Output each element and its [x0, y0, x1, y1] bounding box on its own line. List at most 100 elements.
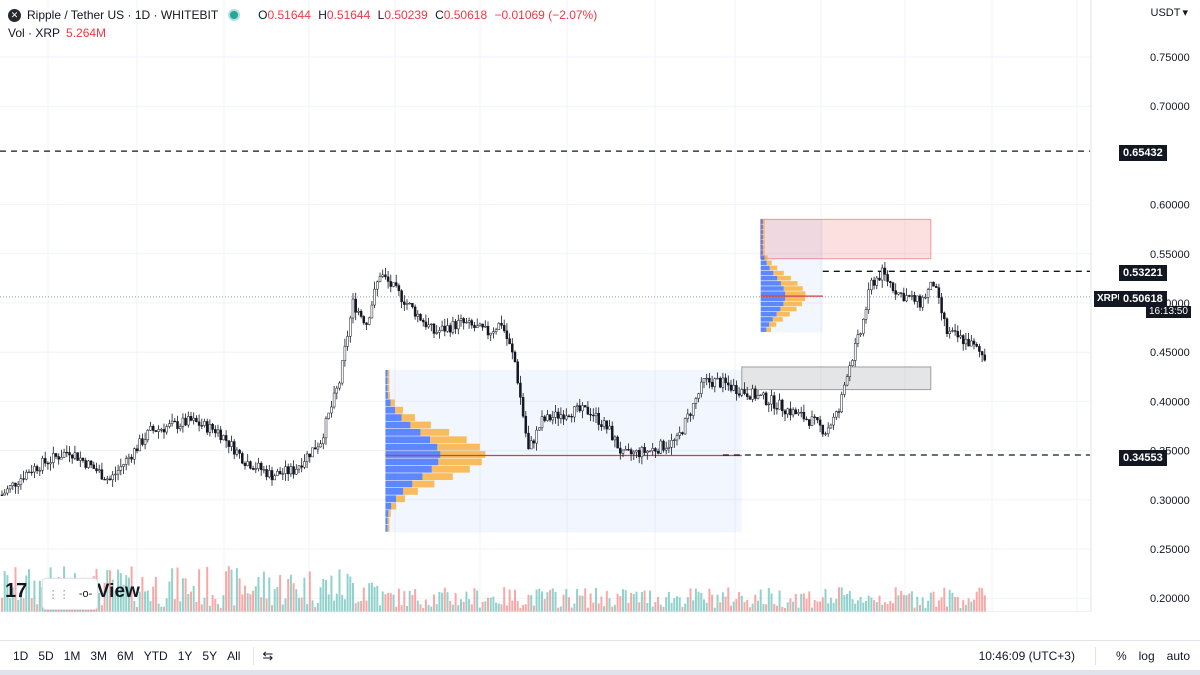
candle-body — [462, 318, 465, 324]
candle-body — [214, 429, 217, 434]
candle-body — [867, 289, 870, 311]
volume-bar — [883, 602, 886, 612]
candle-body — [548, 414, 552, 421]
candle-body — [432, 323, 436, 334]
candle-body — [351, 298, 355, 319]
candle-body — [133, 448, 136, 460]
volume-bar — [905, 595, 908, 612]
candle-body — [686, 413, 690, 419]
candle-body — [435, 332, 438, 334]
candle-body — [241, 453, 244, 464]
profile-bar-down — [762, 250, 765, 255]
volume-bar — [916, 596, 919, 612]
candle-body — [535, 429, 538, 444]
candle-body — [367, 317, 371, 325]
candle-body — [832, 416, 835, 426]
volume-bar — [206, 566, 209, 612]
candle-body — [392, 282, 395, 287]
timeframe-all[interactable]: All — [227, 649, 241, 663]
volume-bar — [316, 602, 319, 612]
volume-bar — [6, 575, 9, 612]
candle-body — [311, 447, 314, 458]
log-toggle[interactable]: log — [1138, 649, 1155, 663]
candle-body — [751, 388, 754, 400]
clock[interactable]: 10:46:09 (UTC+3) — [978, 649, 1075, 663]
volume-bar — [103, 582, 106, 612]
volume-bar — [451, 604, 454, 612]
volume-bar — [946, 606, 948, 612]
candle-body — [389, 281, 393, 287]
timeframe-1m[interactable]: 1M — [63, 649, 81, 663]
timeframe-5y[interactable]: 5Y — [202, 649, 218, 663]
candle-body — [227, 440, 231, 447]
drawing-handle[interactable]: ⋮⋮ -o- — [42, 578, 98, 610]
auto-toggle[interactable]: auto — [1166, 649, 1190, 663]
volume-bar — [11, 587, 14, 612]
candle-body — [953, 330, 957, 332]
candle-body — [30, 471, 33, 474]
support-zone[interactable] — [741, 366, 932, 391]
toolbar-divider — [1094, 647, 1096, 665]
profile-bar-down — [780, 281, 798, 286]
price-chart[interactable]: 0.750000.700000.600000.550000.500000.450… — [0, 0, 1200, 612]
profile-bar-down — [773, 270, 784, 276]
volume-bar — [730, 605, 732, 612]
volume-bar — [292, 583, 295, 612]
volume-bar — [676, 596, 678, 612]
profile-bar-down — [437, 443, 480, 451]
volume-bar — [244, 585, 246, 612]
volume-bar — [789, 598, 792, 612]
candle-body — [980, 351, 984, 356]
percent-toggle[interactable]: % — [1115, 649, 1127, 663]
currency-selector[interactable]: USDT ▾ — [1150, 6, 1188, 20]
volume-bar — [578, 595, 581, 612]
candle-body — [343, 346, 347, 361]
candle-body — [454, 321, 457, 330]
candle-body — [135, 448, 139, 452]
timeframe-3m[interactable]: 3M — [90, 649, 108, 663]
timeframe-ytd[interactable]: YTD — [143, 649, 168, 663]
timeframe-1d[interactable]: 1D — [13, 649, 29, 663]
timeframe-5d[interactable]: 5D — [38, 649, 54, 663]
candle-body — [446, 325, 449, 332]
volume-bar — [125, 575, 128, 612]
timeframe-6m[interactable]: 6M — [117, 649, 134, 663]
profile-bar-down — [387, 369, 390, 377]
volume-bar — [241, 594, 244, 612]
candle-body — [948, 331, 951, 334]
resistance-zone[interactable] — [760, 218, 932, 260]
volume-bar — [249, 594, 252, 612]
candle-body — [178, 426, 182, 429]
candle-body — [249, 461, 252, 469]
profile-bar-up — [385, 517, 388, 525]
volume-bar — [611, 606, 614, 612]
volume-bar — [967, 598, 970, 612]
volume-bar — [287, 578, 290, 612]
candle-body — [219, 429, 222, 441]
candle-body — [108, 478, 112, 481]
candle-body — [835, 411, 838, 418]
tradingview-logo[interactable]: 17 gView — [5, 580, 140, 602]
symbol-title[interactable]: Ripple / Tether US · 1D · WHITEBIT — [27, 8, 219, 22]
candle-body — [486, 325, 490, 336]
candle-body — [689, 413, 692, 416]
volume-bar — [762, 604, 765, 612]
volume-bar — [770, 593, 773, 612]
volume-profile-range[interactable] — [385, 369, 742, 533]
date-range-icon[interactable]: ⇆ — [262, 648, 274, 663]
candle-body — [25, 471, 28, 480]
volume-label[interactable]: Vol · XRP — [8, 26, 61, 40]
candle-body — [902, 293, 906, 302]
profile-bar-up — [385, 495, 397, 503]
volume-bar — [130, 566, 133, 612]
candle-body — [648, 450, 652, 452]
profile-bar-up — [760, 224, 763, 230]
profile-bar-up — [760, 291, 786, 296]
volume-bar — [735, 599, 738, 612]
candle-body — [243, 462, 247, 466]
volume-bar — [106, 569, 109, 612]
volume-bar — [813, 599, 816, 612]
timeframe-1y[interactable]: 1Y — [177, 649, 193, 663]
candle-body — [370, 304, 374, 319]
volume-bar — [716, 594, 719, 612]
